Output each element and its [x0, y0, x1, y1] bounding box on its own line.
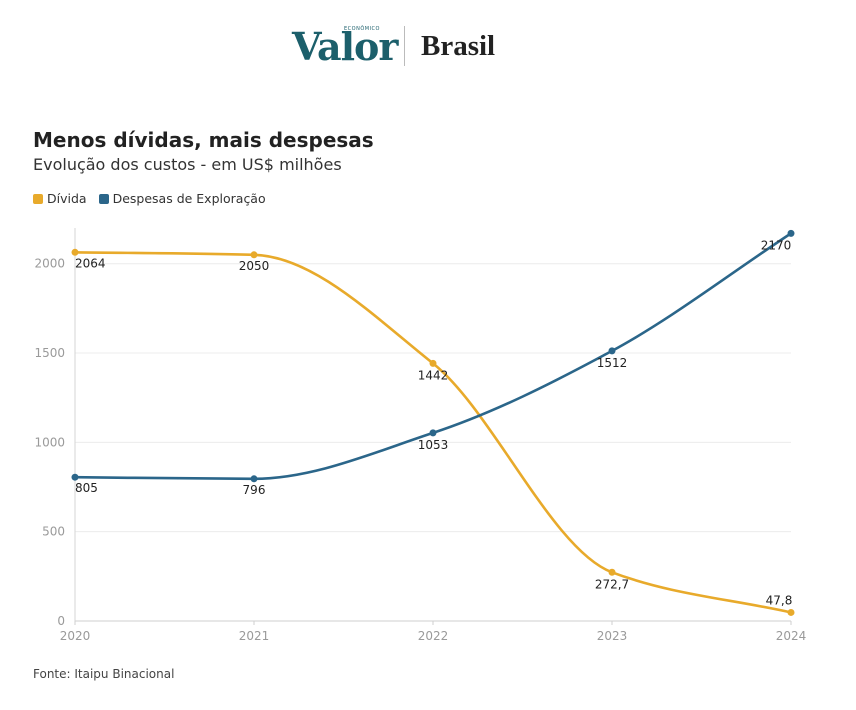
- chart-data-labels: 2064 2050 1442 272,7 47,8 805 796 1053 1512 2170: [75, 238, 792, 607]
- masthead: Valor ECONÔMICO Brasil: [0, 22, 856, 72]
- x-tick-label-2020: 2020: [60, 629, 91, 643]
- data-label-despesas-2021: 796: [243, 483, 266, 497]
- chart-series: [73, 232, 793, 614]
- data-label-divida-2023: 272,7: [595, 577, 629, 591]
- point-despesas-2023: [608, 347, 616, 355]
- source-note: Fonte: Itaipu Binacional: [33, 667, 175, 681]
- line-chart: 0 500 1000 1500 2000 2020 2021 2022 2023 2024 20…: [34, 228, 807, 643]
- point-divida-2020: [71, 248, 79, 256]
- x-tick-label-2021: 2021: [239, 629, 270, 643]
- y-axis: 0 500 1000 1500 2000: [34, 257, 65, 628]
- y-tick-label-1500: 1500: [34, 346, 65, 360]
- point-divida-2021: [250, 251, 258, 259]
- y-tick-label-0: 0: [57, 614, 65, 628]
- chart-grid: [74, 228, 791, 622]
- point-despesas-2021: [250, 475, 258, 483]
- legend-item-despesas: Despesas de Exploração: [98, 191, 266, 206]
- legend-label-despesas: Despesas de Exploração: [112, 191, 266, 206]
- point-despesas-2024: [787, 229, 795, 237]
- x-tick-label-2024: 2024: [776, 629, 807, 643]
- chart-title: Menos dívidas, mais despesas: [33, 128, 374, 152]
- legend-swatch-divida: [33, 193, 43, 204]
- chart-points: [71, 229, 795, 616]
- y-tick-label-1000: 1000: [34, 435, 65, 449]
- data-label-divida-2022: 1442: [418, 368, 449, 382]
- chart-legend: Dívida Despesas de Exploração: [33, 191, 278, 206]
- point-divida-2024: [787, 608, 795, 616]
- data-label-despesas-2024: 2170: [761, 238, 792, 252]
- data-label-despesas-2020: 805: [75, 481, 98, 495]
- point-despesas-2022: [429, 429, 437, 437]
- legend-item-divida: Dívida: [33, 191, 87, 206]
- chart-subtitle: Evolução dos custos - em US$ milhões: [33, 155, 342, 174]
- point-divida-2022: [429, 359, 437, 367]
- y-tick-label-500: 500: [42, 525, 65, 539]
- data-label-divida-2024: 47,8: [766, 593, 793, 607]
- x-axis: 2020 2021 2022 2023 2024: [60, 621, 807, 643]
- legend-swatch-despesas: [98, 193, 109, 204]
- section-name[interactable]: Brasil: [421, 30, 496, 62]
- masthead-divider: [404, 26, 405, 66]
- data-label-divida-2020: 2064: [75, 256, 106, 270]
- data-label-despesas-2023: 1512: [597, 356, 628, 370]
- y-tick-label-2000: 2000: [34, 257, 65, 271]
- x-tick-label-2023: 2023: [597, 629, 628, 643]
- data-label-despesas-2022: 1053: [418, 438, 449, 452]
- data-label-divida-2021: 2050: [239, 259, 270, 273]
- valor-logo-tagline: ECONÔMICO: [344, 26, 380, 32]
- x-tick-label-2022: 2022: [418, 629, 449, 643]
- legend-label-divida: Dívida: [47, 191, 87, 206]
- point-divida-2023: [608, 568, 616, 576]
- series-line-divida: [73, 250, 793, 614]
- valor-logo[interactable]: Valor: [292, 24, 398, 69]
- point-despesas-2020: [71, 473, 79, 481]
